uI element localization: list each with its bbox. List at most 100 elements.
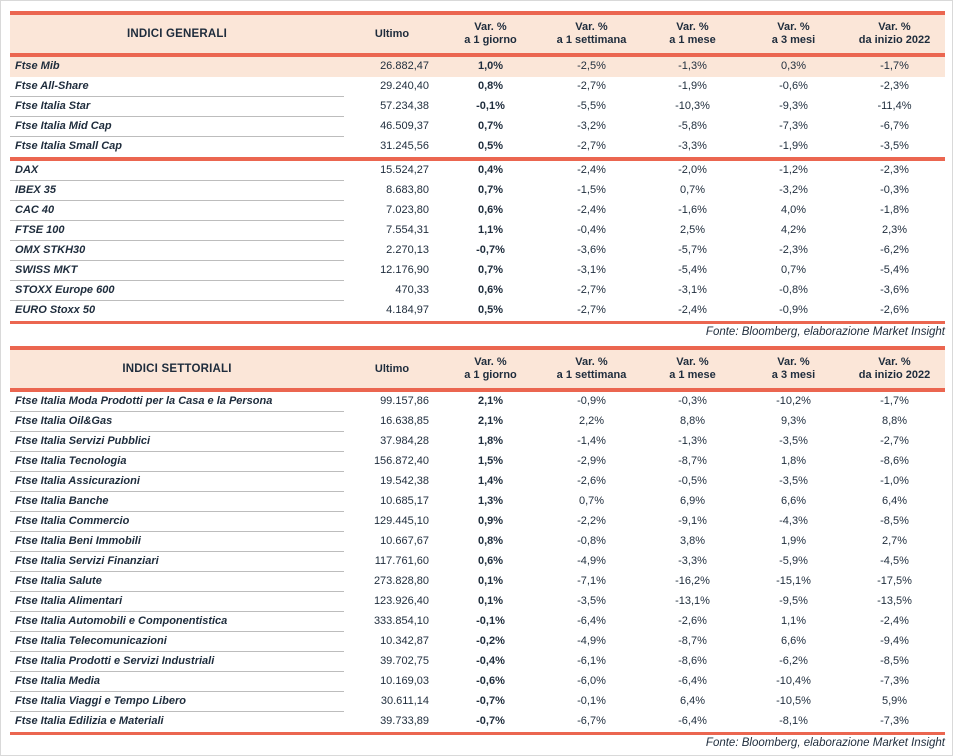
- var-value: 0,4%: [477, 164, 504, 176]
- var-value: -15,1%: [776, 575, 811, 587]
- var-value: -5,9%: [779, 555, 808, 567]
- header-divider: [10, 388, 945, 392]
- ultimo-value: 39.733,89: [380, 715, 429, 727]
- var-value: -7,1%: [577, 575, 606, 587]
- table-indici-settoriali: INDICI SETTORIALI Ultimo Var. % a 1 gior…: [10, 346, 945, 750]
- var-value: -2,4%: [577, 164, 606, 176]
- var-value: 9,3%: [780, 415, 807, 427]
- var-value: -6,7%: [880, 120, 909, 132]
- var-value: -1,3%: [678, 435, 707, 447]
- index-name: Ftse Italia Commercio: [10, 512, 344, 532]
- var-value: -2,2%: [577, 515, 606, 527]
- table-title: INDICI SETTORIALI: [122, 363, 232, 375]
- var-value: 6,6%: [780, 635, 807, 647]
- var-value: 1,1%: [477, 224, 504, 236]
- var-value: -6,7%: [577, 715, 606, 727]
- var-value: -6,4%: [678, 675, 707, 687]
- ultimo-value: 123.926,40: [373, 595, 429, 607]
- var-value: -0,2%: [476, 635, 505, 647]
- table-row: Ftse Italia Tecnologia 156.872,40 1,5% -2,9…: [10, 452, 945, 472]
- var-value: 1,3%: [477, 495, 504, 507]
- col-header-var-3-mesi: Var. % a 3 mesi: [771, 20, 816, 47]
- var-value: 0,6%: [477, 555, 504, 567]
- var-value: -2,4%: [577, 204, 606, 216]
- var-value: 3,8%: [679, 535, 706, 547]
- table-top-rule: [10, 346, 945, 350]
- table-row: Ftse All-Share 29.240,40 0,8% -2,7% -1,9% -0,…: [10, 77, 945, 97]
- table-row: OMX STKH30 2.270,13 -0,7% -3,6% -5,7% -2,3% -6…: [10, 241, 945, 261]
- var-value: -9,5%: [779, 595, 808, 607]
- var-value: -1,6%: [678, 204, 707, 216]
- var-value: -3,5%: [779, 435, 808, 447]
- ultimo-value: 7.023,80: [386, 204, 429, 216]
- index-name: Ftse Italia Banche: [10, 492, 344, 512]
- var-value: -0,3%: [678, 395, 707, 407]
- index-name: DAX: [10, 161, 344, 181]
- table-row: Ftse Mib 26.882,47 1,0% -2,5% -1,3% 0,3% -1,7%: [10, 57, 945, 77]
- index-name: Ftse Italia Oil&Gas: [10, 412, 344, 432]
- col-header-var-1-settimana: Var. % a 1 settimana: [556, 20, 627, 47]
- var-value: -7,3%: [880, 675, 909, 687]
- ultimo-value: 10.342,87: [380, 635, 429, 647]
- var-value: -2,3%: [880, 164, 909, 176]
- var-value: -10,3%: [675, 100, 710, 112]
- var-value: -17,5%: [877, 575, 912, 587]
- table-row: Ftse Italia Star 57.234,38 -0,1% -5,5% -10,3…: [10, 97, 945, 117]
- index-name: Ftse Italia Automobili e Componentistica: [10, 612, 344, 632]
- ultimo-value: 117.761,60: [374, 555, 429, 567]
- var-value: 2,1%: [477, 415, 504, 427]
- col-header-ultimo: Ultimo: [374, 363, 410, 375]
- var-value: -0,8%: [577, 535, 606, 547]
- var-value: 5,9%: [881, 695, 908, 707]
- var-value: 1,9%: [780, 535, 807, 547]
- var-value: -3,6%: [577, 244, 606, 256]
- index-name: Ftse Italia Tecnologia: [10, 452, 344, 472]
- var-value: -8,7%: [678, 635, 707, 647]
- table-row: Ftse Italia Servizi Finanziari 117.761,60…: [10, 552, 945, 572]
- var-value: -10,4%: [776, 675, 811, 687]
- table-row: Ftse Italia Media 10.169,03 -0,6% -6,0% -6,4…: [10, 672, 945, 692]
- col-header-var-1-giorno: Var. % a 1 giorno: [464, 355, 517, 382]
- var-value: -9,4%: [880, 635, 909, 647]
- table-row: Ftse Italia Viaggi e Tempo Libero 30.611,…: [10, 692, 945, 712]
- ultimo-value: 333.854,10: [373, 615, 429, 627]
- ultimo-value: 10.169,03: [380, 675, 429, 687]
- var-value: -3,2%: [779, 184, 808, 196]
- var-value: -2,7%: [577, 284, 606, 296]
- ultimo-value: 4.184,97: [386, 304, 429, 316]
- table-row: Ftse Italia Assicurazioni 19.542,38 1,4% -2…: [10, 472, 945, 492]
- var-value: 8,8%: [881, 415, 908, 427]
- var-value: -3,1%: [678, 284, 707, 296]
- col-header-var-3-mesi: Var. % a 3 mesi: [771, 355, 816, 382]
- var-value: -0,9%: [577, 395, 606, 407]
- ultimo-value: 273.828,80: [373, 575, 429, 587]
- var-value: -3,3%: [678, 140, 707, 152]
- var-value: -4,9%: [577, 555, 606, 567]
- var-value: -6,4%: [678, 715, 707, 727]
- var-value: -2,9%: [577, 455, 606, 467]
- ultimo-value: 26.882,47: [380, 60, 429, 72]
- table-section: Ftse Italia Moda Prodotti per la Casa e …: [10, 392, 945, 732]
- var-value: -1,0%: [880, 475, 909, 487]
- table-row: Ftse Italia Oil&Gas 16.638,85 2,1% 2,2% 8,8%…: [10, 412, 945, 432]
- var-value: -3,1%: [577, 264, 606, 276]
- index-name: Ftse Italia Salute: [10, 572, 344, 592]
- header-divider: [10, 53, 945, 57]
- index-name: Ftse Italia Alimentari: [10, 592, 344, 612]
- var-value: -1,5%: [577, 184, 606, 196]
- index-name: Ftse Italia Small Cap: [15, 140, 122, 152]
- var-value: 0,7%: [679, 184, 706, 196]
- var-value: -4,5%: [880, 555, 909, 567]
- var-value: -0,7%: [476, 244, 505, 256]
- ultimo-value: 15.524,27: [380, 164, 429, 176]
- table-row: Ftse Italia Edilizia e Materiali 39.733,8…: [10, 712, 945, 732]
- var-value: 0,8%: [477, 80, 504, 92]
- ultimo-value: 8.683,80: [386, 184, 429, 196]
- table-row: Ftse Italia Commercio 129.445,10 0,9% -2,2%…: [10, 512, 945, 532]
- table-row: Ftse Italia Prodotti e Servizi Industria…: [10, 652, 945, 672]
- index-name: EURO Stoxx 50: [15, 304, 96, 316]
- table-row: Ftse Italia Beni Immobili 10.667,67 0,8% -0…: [10, 532, 945, 552]
- table-bottom-rule: [10, 732, 945, 735]
- var-value: -1,9%: [678, 80, 707, 92]
